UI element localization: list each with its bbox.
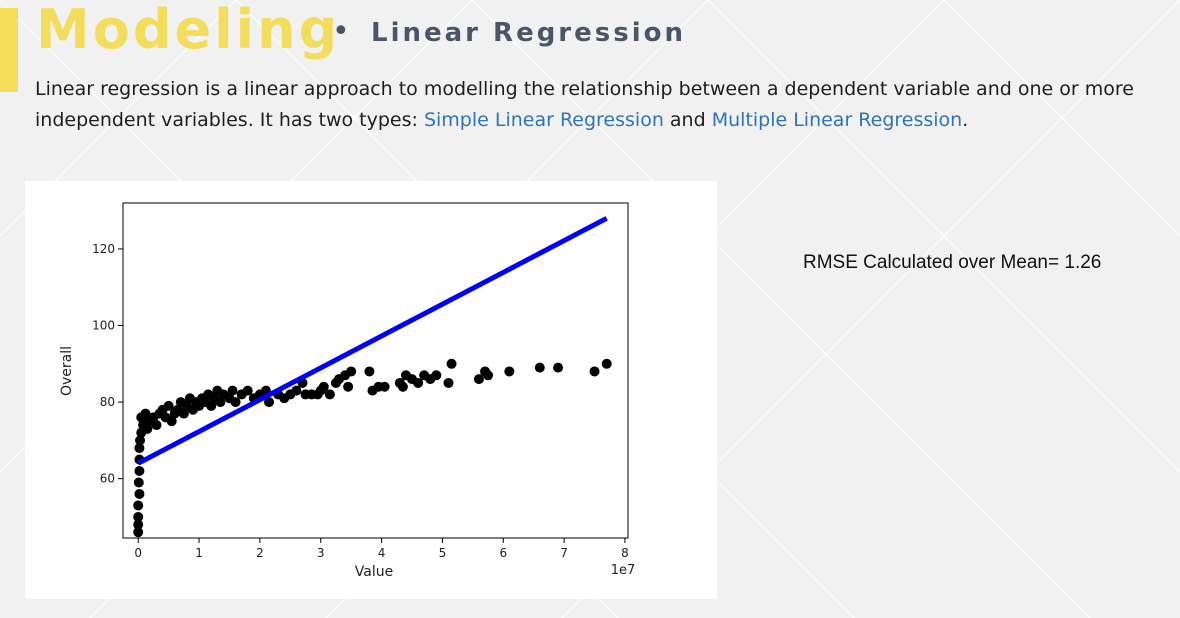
data-point-5 (133, 477, 144, 488)
data-point-71 (397, 381, 408, 392)
data-point-83 (504, 366, 515, 377)
data-point-6 (134, 466, 145, 476)
simple-linear-regression-link[interactable]: Simple Linear Regression (423, 109, 664, 131)
data-point-18 (151, 420, 162, 431)
x-tick-label-5: 5 (439, 546, 447, 560)
y-axis-label: Overall (59, 346, 75, 396)
x-offset-label: 1e7 (611, 563, 636, 578)
data-point-74 (413, 377, 424, 388)
data-point-1 (133, 519, 144, 530)
title-bullet: • (332, 14, 350, 49)
data-point-87 (601, 358, 612, 369)
description-part-3: . (962, 109, 969, 131)
data-point-15 (142, 423, 153, 434)
data-point-36 (206, 400, 217, 411)
data-point-77 (431, 370, 442, 381)
description-part-1: Linear regression is a linear approach t… (35, 78, 1134, 131)
data-point-59 (318, 381, 329, 392)
data-point-9 (135, 435, 146, 446)
data-point-2 (133, 511, 144, 522)
y-tick-label-120: 120 (92, 242, 115, 256)
data-point-86 (589, 366, 600, 377)
y-axis-ticks: 60 80 100 120 (92, 242, 123, 486)
description-text: Linear regression is a linear approach t… (35, 74, 1180, 136)
data-point-14 (140, 408, 151, 419)
x-tick-label-4: 4 (378, 546, 386, 560)
regression-line (137, 216, 608, 466)
rmse-label: RMSE Calculated over Mean= 1.26 (803, 252, 1102, 273)
data-point-85 (553, 362, 564, 373)
data-point-8 (134, 443, 145, 454)
data-point-60 (324, 389, 335, 400)
data-point-49 (264, 397, 275, 408)
multiple-linear-regression-link[interactable]: Multiple Linear Regression (711, 109, 963, 131)
data-point-69 (379, 381, 390, 392)
data-point-3 (133, 500, 144, 511)
data-point-4 (134, 488, 145, 499)
y-tick-label-100: 100 (92, 319, 115, 333)
plot-frame (122, 202, 629, 539)
data-point-79 (446, 358, 457, 369)
data-point-64 (343, 381, 354, 392)
y-tick-label-80: 80 (100, 395, 115, 409)
data-point-65 (346, 366, 357, 377)
data-point-23 (166, 416, 177, 427)
scatter-points (133, 358, 612, 538)
page-title: Modeling (36, 0, 341, 61)
chart-panel: 0 1 2 3 4 5 6 7 8 60 80 100 120 Value 1e7 Overall (25, 181, 717, 599)
data-point-82 (483, 370, 494, 381)
data-point-43 (230, 397, 241, 408)
data-point-45 (242, 385, 253, 396)
x-tick-label-7: 7 (560, 546, 568, 560)
scatter-chart: 0 1 2 3 4 5 6 7 8 60 80 100 120 Value 1e7 Overall (59, 202, 636, 580)
y-tick-label-60: 60 (100, 472, 115, 486)
data-point-78 (443, 377, 454, 388)
x-axis-label: Value (355, 564, 393, 580)
x-tick-label-6: 6 (499, 546, 507, 560)
data-point-22 (163, 400, 174, 411)
data-point-53 (291, 385, 302, 396)
x-tick-label-8: 8 (621, 546, 629, 560)
x-tick-label-0: 0 (134, 546, 142, 560)
x-tick-label-2: 2 (256, 546, 264, 560)
x-axis-ticks: 0 1 2 3 4 5 6 7 8 (134, 538, 629, 560)
description-part-2: and (663, 109, 712, 131)
page-subtitle: Linear Regression (371, 18, 686, 48)
data-point-66 (364, 366, 375, 377)
x-tick-label-3: 3 (317, 546, 325, 560)
x-tick-label-1: 1 (195, 546, 203, 560)
data-point-0 (133, 527, 144, 538)
data-point-27 (178, 408, 189, 419)
data-point-84 (534, 362, 545, 373)
accent-bar (0, 8, 18, 92)
data-point-80 (473, 374, 484, 385)
data-point-42 (227, 385, 238, 396)
data-point-39 (215, 397, 226, 408)
